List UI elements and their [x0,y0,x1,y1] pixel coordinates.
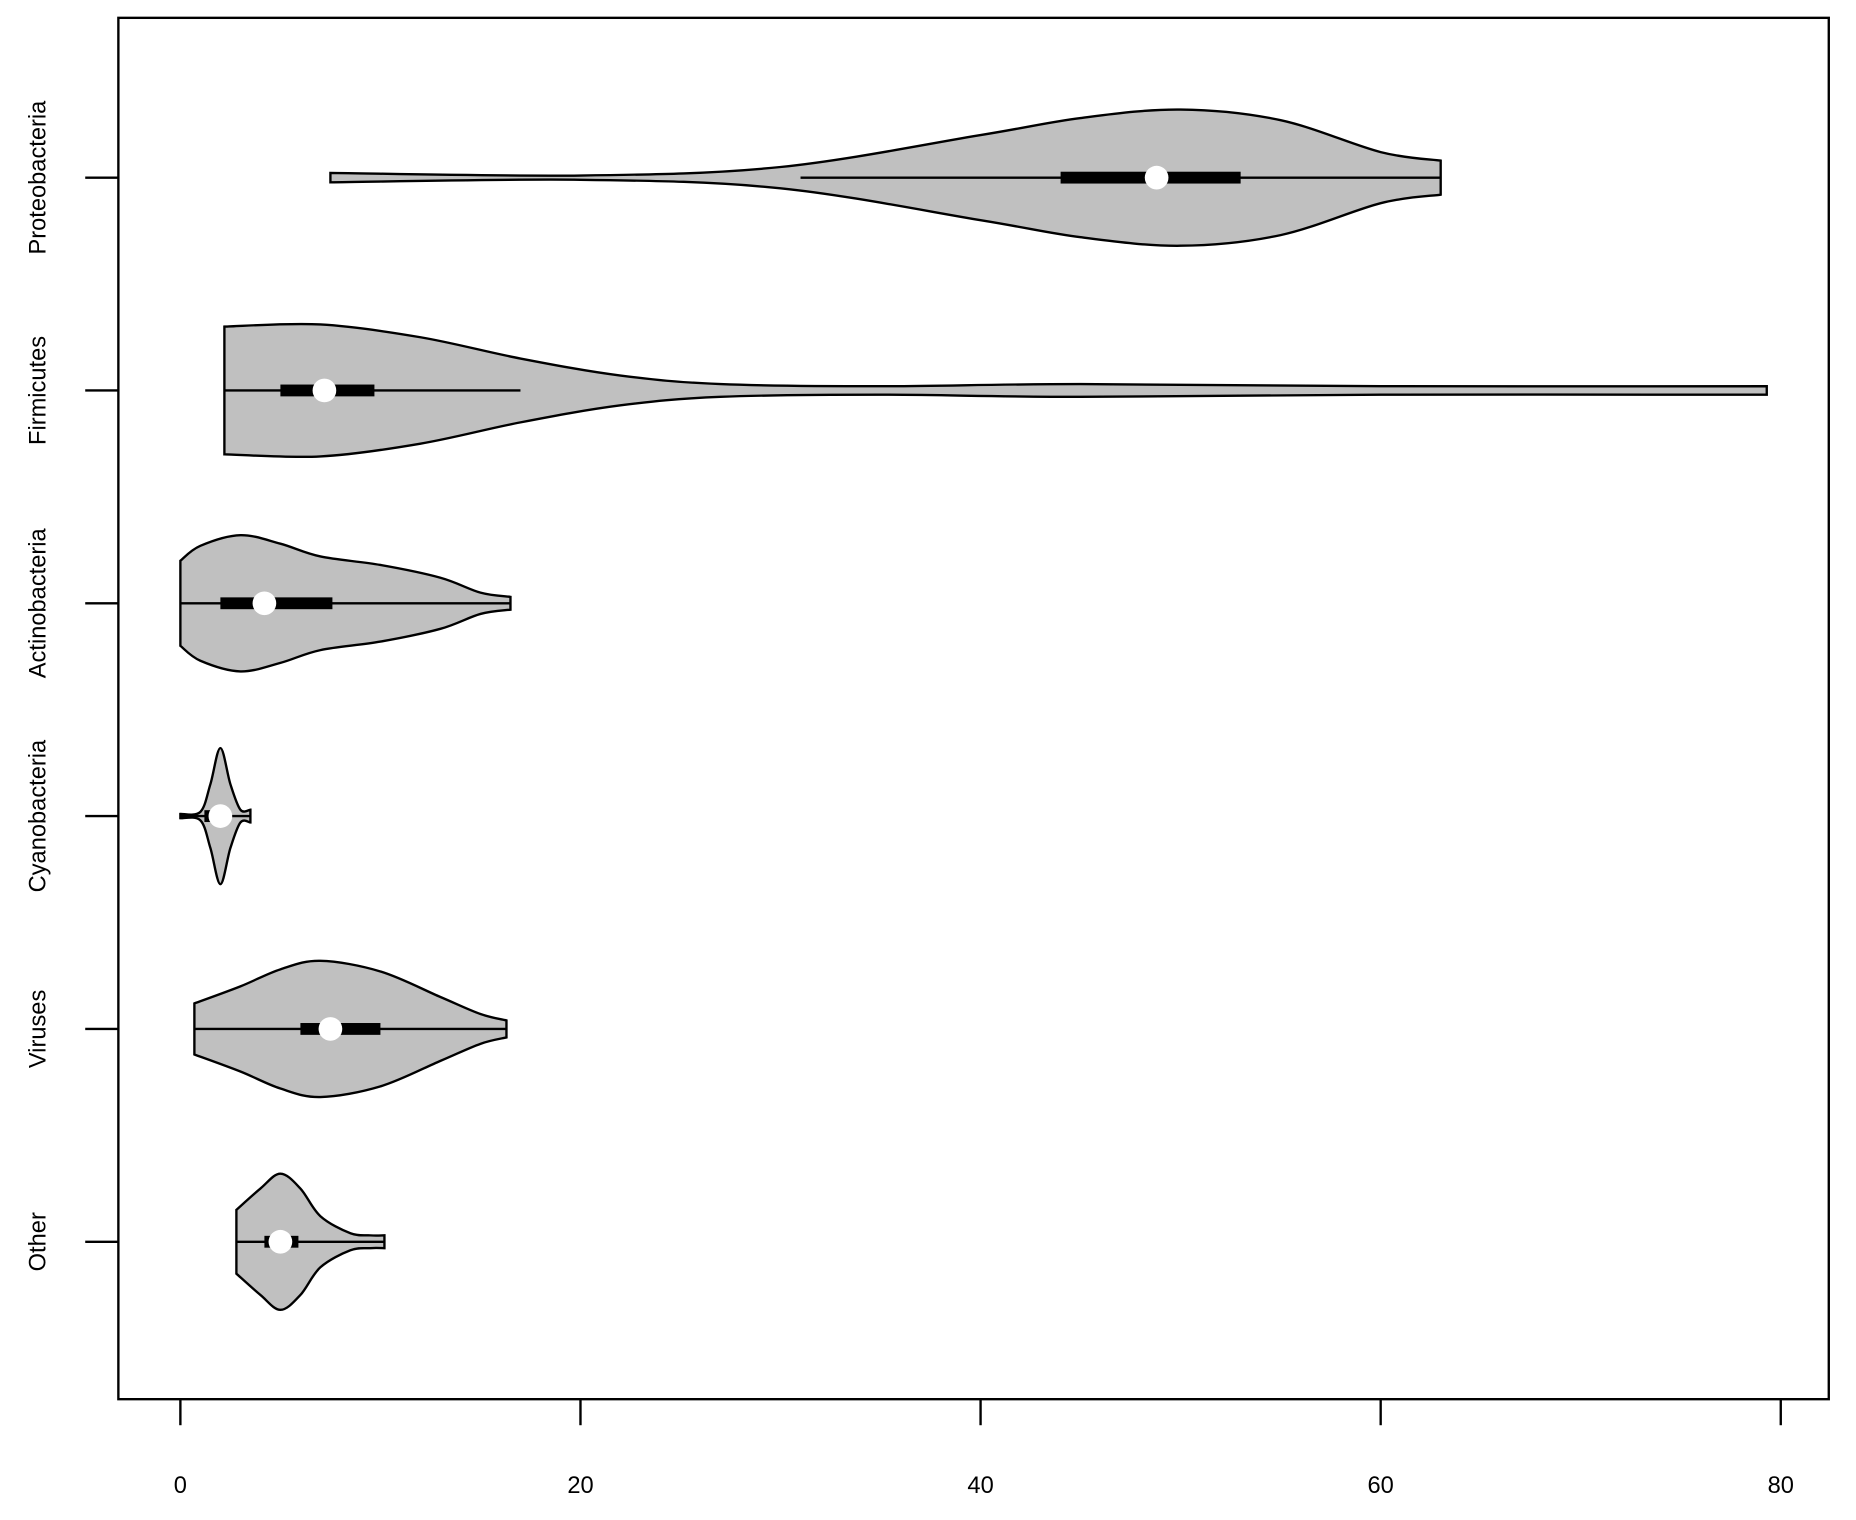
x-tick-label: 80 [1768,1473,1794,1499]
median [1144,165,1169,190]
y-tick-label: Other [25,1212,51,1271]
x-tick-label: 60 [1368,1473,1394,1499]
x-tick-label: 0 [174,1473,187,1499]
x-tick-label: 40 [967,1473,993,1499]
y-tick-label: Cyanobacteria [25,739,51,892]
y-tick-label: Actinobacteria [25,527,51,678]
plot-frame [117,16,1830,1401]
y-tick-label: Firmicutes [25,336,51,445]
median [318,1017,343,1041]
y-tick-label: Viruses [25,990,51,1068]
median [312,378,337,403]
y-tick-label: Proteobacteria [25,100,51,255]
violin [223,322,1768,459]
median [252,591,277,616]
box [220,597,333,610]
x-tick-label: 20 [567,1473,593,1499]
median [268,1229,293,1254]
median [208,804,233,828]
